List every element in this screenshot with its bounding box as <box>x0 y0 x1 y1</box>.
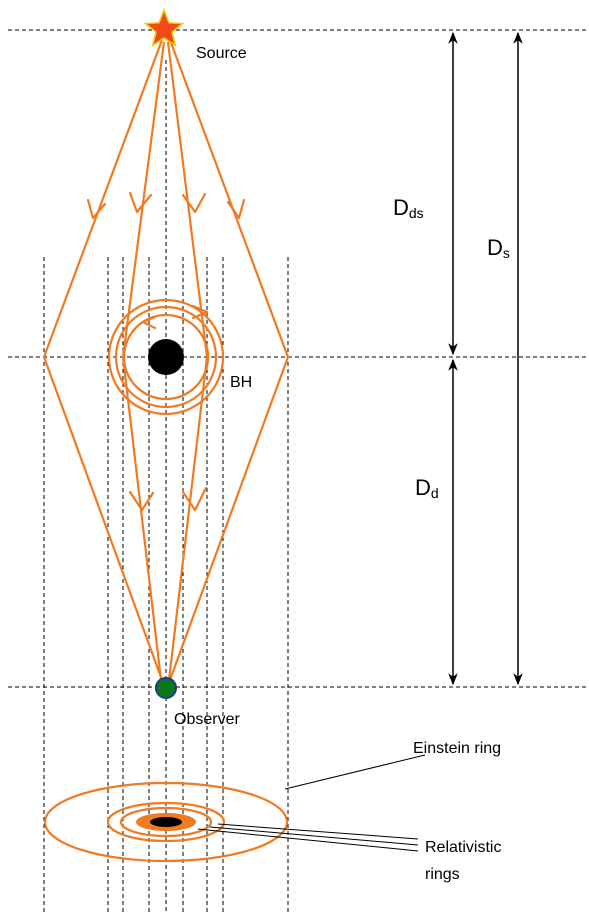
relativistic-pointer <box>217 823 419 840</box>
source-label: Source <box>196 45 247 62</box>
relativistic-pointer <box>197 828 419 852</box>
vertical-guide-lines <box>43 60 289 912</box>
dd-label-sub: d <box>431 485 439 501</box>
dds-label-main: D <box>393 195 409 220</box>
ray-arrow <box>128 490 155 512</box>
photon-orbit-inner <box>122 313 210 401</box>
photon-orbit-outer <box>107 298 225 416</box>
observer-label: Observer <box>174 711 240 728</box>
horizontal-reference-lines <box>8 29 586 688</box>
light-rays <box>42 39 290 681</box>
einstein-ring <box>43 781 289 863</box>
observer-dot-icon <box>155 677 177 699</box>
ray-arrowheads <box>86 191 246 512</box>
orbit-arrow <box>191 304 209 320</box>
observed-rings <box>43 781 289 863</box>
source-star-icon <box>143 7 185 48</box>
bh-label: BH <box>230 374 252 391</box>
ring-shadow <box>150 817 182 827</box>
relativistic-rings-label-line1: Relativistic <box>425 839 501 856</box>
relativistic-pointer <box>209 826 419 846</box>
dds-label-sub: ds <box>409 205 424 221</box>
einstein-ring-pointer <box>284 754 426 790</box>
orbit-arrow <box>141 315 157 330</box>
black-hole-disc-icon <box>148 339 184 375</box>
ray-arrow <box>181 192 207 214</box>
dd-label-main: D <box>415 475 431 500</box>
einstein-ring-label: Einstein ring <box>413 740 501 757</box>
outer-ray-left <box>42 39 164 681</box>
relativistic-rings-label-line2: rings <box>425 866 460 883</box>
ray-arrow <box>181 486 208 512</box>
outer-ray-right <box>168 39 290 681</box>
ring-pointers <box>197 754 426 852</box>
photon-orbit-middle <box>114 305 218 409</box>
relativistic-ring-outer <box>106 801 226 843</box>
ds-label-sub: s <box>503 245 510 261</box>
dd-label: Dd <box>415 475 439 501</box>
dds-label: Dds <box>393 195 424 221</box>
ray-arrow <box>86 198 107 220</box>
ds-label-main: D <box>487 235 503 260</box>
distance-arrows <box>448 31 523 686</box>
ds-label: Ds <box>487 235 510 261</box>
ray-arrow <box>226 198 246 220</box>
relativistic-ring-middle <box>119 806 213 838</box>
ray-arrow <box>128 191 153 214</box>
